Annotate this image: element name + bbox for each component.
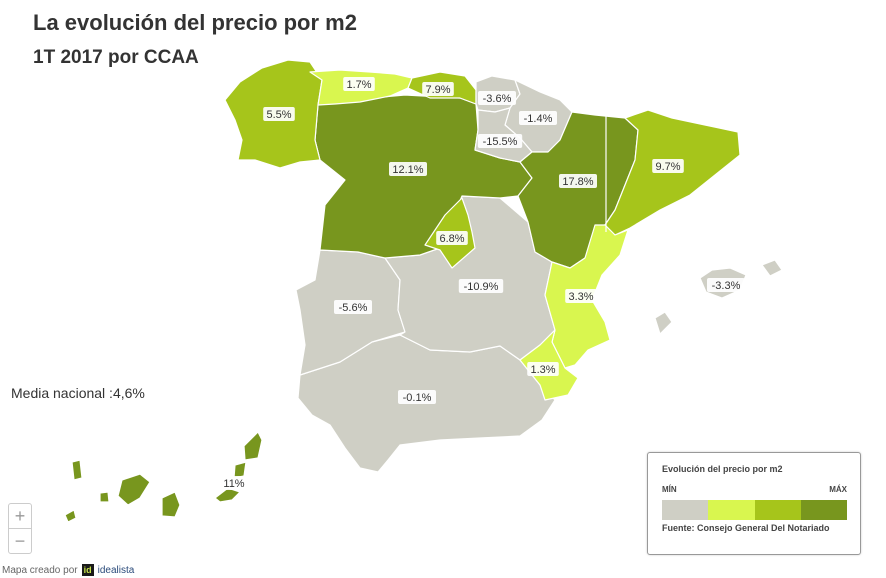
- region-label-bg-la-rioja: [477, 134, 523, 148]
- legend-swatch-1: [662, 500, 709, 520]
- region-label-bg-baleares: [707, 278, 745, 292]
- region-label-cantabria: 7.9%: [425, 84, 450, 96]
- region-label-bg-madrid: [436, 231, 468, 245]
- legend-swatch-3: [754, 500, 801, 520]
- region-label-bg-murcia: [527, 362, 559, 376]
- region-label-murcia: 1.3%: [530, 364, 555, 376]
- legend-min-label: MÍN: [662, 485, 677, 494]
- legend-color-scale: [662, 500, 847, 520]
- region-label-bg-cataluna: [652, 159, 684, 173]
- legend-swatch-2: [708, 500, 755, 520]
- region-label-madrid: 6.8%: [439, 233, 464, 245]
- map-title: La evolución del precio por m2: [33, 10, 357, 35]
- region-label-bg-canarias: [221, 476, 247, 490]
- map-subtitle: 1T 2017 por CCAA: [33, 47, 199, 68]
- zoom-in-button[interactable]: +: [14, 506, 26, 526]
- zoom-out-button[interactable]: −: [9, 528, 31, 553]
- legend-title: Evolución del precio por m2: [662, 464, 783, 474]
- zoom-control: + −: [8, 503, 32, 554]
- region-label-andalucia: -0.1%: [403, 392, 432, 404]
- region-label-bg-galicia: [263, 107, 295, 121]
- region-label-bg-navarra: [519, 111, 557, 125]
- region-label-aragon: 17.8%: [562, 176, 593, 188]
- region-label-castilla-la-mancha: -10.9%: [464, 281, 499, 293]
- region-label-bg-aragon: [559, 174, 597, 188]
- region-label-castilla-y-leon: 12.1%: [392, 164, 423, 176]
- region-label-bg-castilla-la-mancha: [458, 279, 504, 293]
- region-label-bg-pais-vasco: [478, 91, 516, 105]
- legend: Evolución del precio por m2 MÍN MÁX Fuen…: [647, 452, 861, 555]
- region-baleares[interactable]: [654, 259, 783, 335]
- legend-swatch-4: [800, 500, 847, 520]
- region-label-bg-andalucia: [398, 390, 436, 404]
- region-label-baleares: -3.3%: [712, 280, 741, 292]
- region-label-bg-cantabria: [422, 82, 454, 96]
- idealista-link[interactable]: idealista: [97, 564, 135, 576]
- legend-source: Fuente: Consejo General Del Notariado: [662, 523, 830, 533]
- region-label-navarra: -1.4%: [524, 113, 553, 125]
- region-label-extremadura: -5.6%: [339, 302, 368, 314]
- legend-max-label: MÁX: [829, 485, 847, 494]
- region-label-canarias: 11%: [223, 478, 244, 490]
- region-label-cataluna: 9.7%: [655, 161, 680, 173]
- region-label-comunidad-valenciana: 3.3%: [568, 291, 593, 303]
- region-label-galicia: 5.5%: [266, 109, 291, 121]
- region-label-bg-asturias: [343, 77, 375, 91]
- region-label-asturias: 1.7%: [346, 79, 371, 91]
- region-label-pais-vasco: -3.6%: [483, 93, 512, 105]
- national-average: Media nacional :4,6%: [11, 385, 145, 401]
- region-label-bg-extremadura: [334, 300, 372, 314]
- idealista-logo-icon: id: [81, 564, 94, 576]
- map-credit: Mapa creado por id idealista: [2, 564, 134, 576]
- region-label-bg-castilla-y-leon: [389, 162, 427, 176]
- credit-text: Mapa creado por: [2, 564, 78, 576]
- region-label-la-rioja: -15.5%: [483, 136, 518, 148]
- region-label-bg-comunidad-valenciana: [565, 289, 597, 303]
